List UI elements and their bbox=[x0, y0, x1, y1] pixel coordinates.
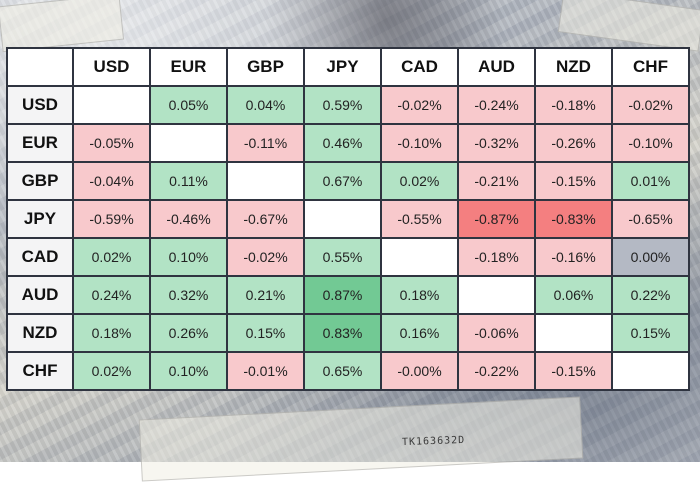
rate-cell: -0.02% bbox=[611, 85, 690, 125]
currency-strength-table: USD EUR GBP JPY CAD AUD NZD CHF USD 0.05%… bbox=[6, 47, 690, 391]
rate-cell bbox=[303, 199, 382, 239]
rate-cell: -0.26% bbox=[534, 123, 613, 163]
header-row: USD EUR GBP JPY CAD AUD NZD CHF bbox=[6, 47, 690, 87]
rate-cell: 0.22% bbox=[611, 275, 690, 315]
rate-cell: 0.83% bbox=[303, 313, 382, 353]
rate-cell: 0.15% bbox=[226, 313, 305, 353]
rate-cell: -0.65% bbox=[611, 199, 690, 239]
rate-cell: 0.02% bbox=[72, 237, 151, 277]
rate-cell: 0.67% bbox=[303, 161, 382, 201]
rate-cell: -0.87% bbox=[457, 199, 536, 239]
rate-cell: -0.24% bbox=[457, 85, 536, 125]
rate-cell: -0.06% bbox=[457, 313, 536, 353]
rate-cell: -0.05% bbox=[72, 123, 151, 163]
row-header-nzd: NZD bbox=[6, 313, 74, 353]
column-header-chf: CHF bbox=[611, 47, 690, 87]
rate-cell: -0.15% bbox=[534, 351, 613, 391]
rate-cell: 0.01% bbox=[611, 161, 690, 201]
row-header-usd: USD bbox=[6, 85, 74, 125]
rate-cell: 0.02% bbox=[72, 351, 151, 391]
rate-cell: -0.67% bbox=[226, 199, 305, 239]
column-header-eur: EUR bbox=[149, 47, 228, 87]
rate-cell: 0.11% bbox=[149, 161, 228, 201]
rate-cell: -0.59% bbox=[72, 199, 151, 239]
rate-cell: -0.15% bbox=[534, 161, 613, 201]
rate-cell: 0.10% bbox=[149, 237, 228, 277]
table-row: AUD 0.24% 0.32% 0.21% 0.87% 0.18% 0.06% 0.22% bbox=[6, 275, 690, 315]
table-row: NZD 0.18% 0.26% 0.15% 0.83% 0.16% -0.06% 0.15% bbox=[6, 313, 690, 353]
rate-cell: -0.22% bbox=[457, 351, 536, 391]
table-row: JPY -0.59% -0.46% -0.67% -0.55% -0.87% -0.83% -… bbox=[6, 199, 690, 239]
table-row: CHF 0.02% 0.10% -0.01% 0.65% -0.00% -0.22% -0.1… bbox=[6, 351, 690, 391]
rate-cell: -0.10% bbox=[611, 123, 690, 163]
corner-cell bbox=[6, 47, 74, 87]
rate-cell: -0.04% bbox=[72, 161, 151, 201]
rate-cell: -0.18% bbox=[457, 237, 536, 277]
rate-cell: -0.16% bbox=[534, 237, 613, 277]
rate-cell: 0.06% bbox=[534, 275, 613, 315]
row-header-cad: CAD bbox=[6, 237, 74, 277]
rate-cell: 0.18% bbox=[380, 275, 459, 315]
column-header-cad: CAD bbox=[380, 47, 459, 87]
rate-cell: 0.10% bbox=[149, 351, 228, 391]
rate-cell: 0.21% bbox=[226, 275, 305, 315]
table-row: USD 0.05% 0.04% 0.59% -0.02% -0.24% -0.18% -0.0… bbox=[6, 85, 690, 125]
rate-cell: -0.01% bbox=[226, 351, 305, 391]
rate-cell: -0.55% bbox=[380, 199, 459, 239]
rate-cell: 0.65% bbox=[303, 351, 382, 391]
row-header-aud: AUD bbox=[6, 275, 74, 315]
row-header-gbp: GBP bbox=[6, 161, 74, 201]
rate-cell: -0.83% bbox=[534, 199, 613, 239]
rate-cell: 0.15% bbox=[611, 313, 690, 353]
rate-cell bbox=[226, 161, 305, 201]
rate-cell: -0.21% bbox=[457, 161, 536, 201]
rate-cell bbox=[611, 351, 690, 391]
rate-cell: -0.10% bbox=[380, 123, 459, 163]
currency-heatmap: USD EUR GBP JPY CAD AUD NZD CHF USD 0.05%… bbox=[6, 47, 690, 391]
row-header-chf: CHF bbox=[6, 351, 74, 391]
rate-cell: 0.55% bbox=[303, 237, 382, 277]
rate-cell bbox=[380, 237, 459, 277]
rate-cell: 0.87% bbox=[303, 275, 382, 315]
rate-cell: 0.04% bbox=[226, 85, 305, 125]
rate-cell: 0.16% bbox=[380, 313, 459, 353]
rate-cell: -0.02% bbox=[380, 85, 459, 125]
rate-cell: -0.00% bbox=[380, 351, 459, 391]
rate-cell: 0.00% bbox=[611, 237, 690, 277]
rate-cell: 0.05% bbox=[149, 85, 228, 125]
rate-cell: 0.24% bbox=[72, 275, 151, 315]
rate-cell: 0.18% bbox=[72, 313, 151, 353]
rate-cell: -0.18% bbox=[534, 85, 613, 125]
column-header-nzd: NZD bbox=[534, 47, 613, 87]
rate-cell: 0.46% bbox=[303, 123, 382, 163]
rate-cell: 0.59% bbox=[303, 85, 382, 125]
rate-cell: 0.32% bbox=[149, 275, 228, 315]
table-row: GBP -0.04% 0.11% 0.67% 0.02% -0.21% -0.15% 0.01… bbox=[6, 161, 690, 201]
rate-cell bbox=[457, 275, 536, 315]
column-header-usd: USD bbox=[72, 47, 151, 87]
column-header-aud: AUD bbox=[457, 47, 536, 87]
rate-cell bbox=[72, 85, 151, 125]
column-header-gbp: GBP bbox=[226, 47, 305, 87]
table-row: CAD 0.02% 0.10% -0.02% 0.55% -0.18% -0.16% 0.00… bbox=[6, 237, 690, 277]
rate-cell: -0.46% bbox=[149, 199, 228, 239]
rate-cell: 0.26% bbox=[149, 313, 228, 353]
rate-cell bbox=[534, 313, 613, 353]
rate-cell: -0.11% bbox=[226, 123, 305, 163]
table-row: EUR -0.05% -0.11% 0.46% -0.10% -0.32% -0.26% -0… bbox=[6, 123, 690, 163]
column-header-jpy: JPY bbox=[303, 47, 382, 87]
row-header-jpy: JPY bbox=[6, 199, 74, 239]
rate-cell: -0.32% bbox=[457, 123, 536, 163]
rate-cell bbox=[149, 123, 228, 163]
banknote-serial-number: TK163632D bbox=[401, 434, 466, 449]
rate-cell: -0.02% bbox=[226, 237, 305, 277]
rate-cell: 0.02% bbox=[380, 161, 459, 201]
row-header-eur: EUR bbox=[6, 123, 74, 163]
